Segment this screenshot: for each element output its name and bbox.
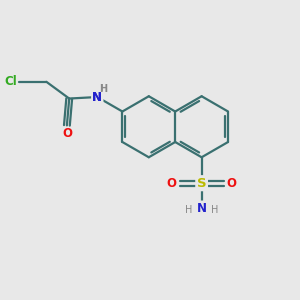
Text: Cl: Cl [4,75,17,88]
Text: H: H [100,84,107,93]
Text: H: H [100,83,108,94]
Text: O: O [62,127,72,140]
Text: O: O [226,177,236,190]
Text: H: H [185,205,192,215]
Text: O: O [167,177,177,190]
Text: N: N [92,91,102,103]
Text: N: N [92,91,102,103]
Text: N: N [92,91,102,103]
Text: N: N [196,202,207,215]
Text: S: S [197,177,206,190]
Text: H: H [211,205,218,215]
